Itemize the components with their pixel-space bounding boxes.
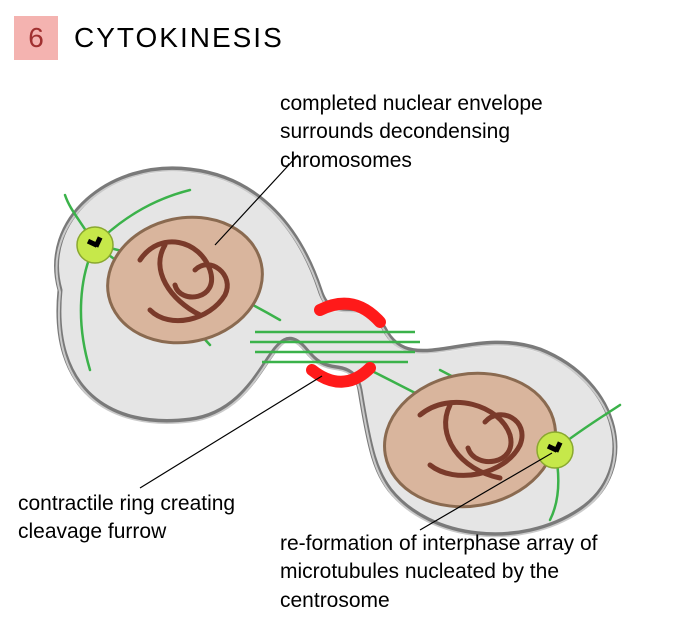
- page-title: CYTOKINESIS: [74, 22, 284, 54]
- label-microtubules: re-formation of interphase array of micr…: [280, 530, 660, 615]
- label-nuclear-envelope: completed nuclear envelope surrounds dec…: [280, 90, 620, 175]
- diagram-area: completed nuclear envelope surrounds dec…: [0, 70, 673, 630]
- stage-number: 6: [28, 22, 44, 54]
- label-contractile-ring: contractile ring creating cleavage furro…: [18, 490, 258, 547]
- stage-number-badge: 6: [14, 16, 58, 60]
- header: 6 CYTOKINESIS: [0, 0, 673, 60]
